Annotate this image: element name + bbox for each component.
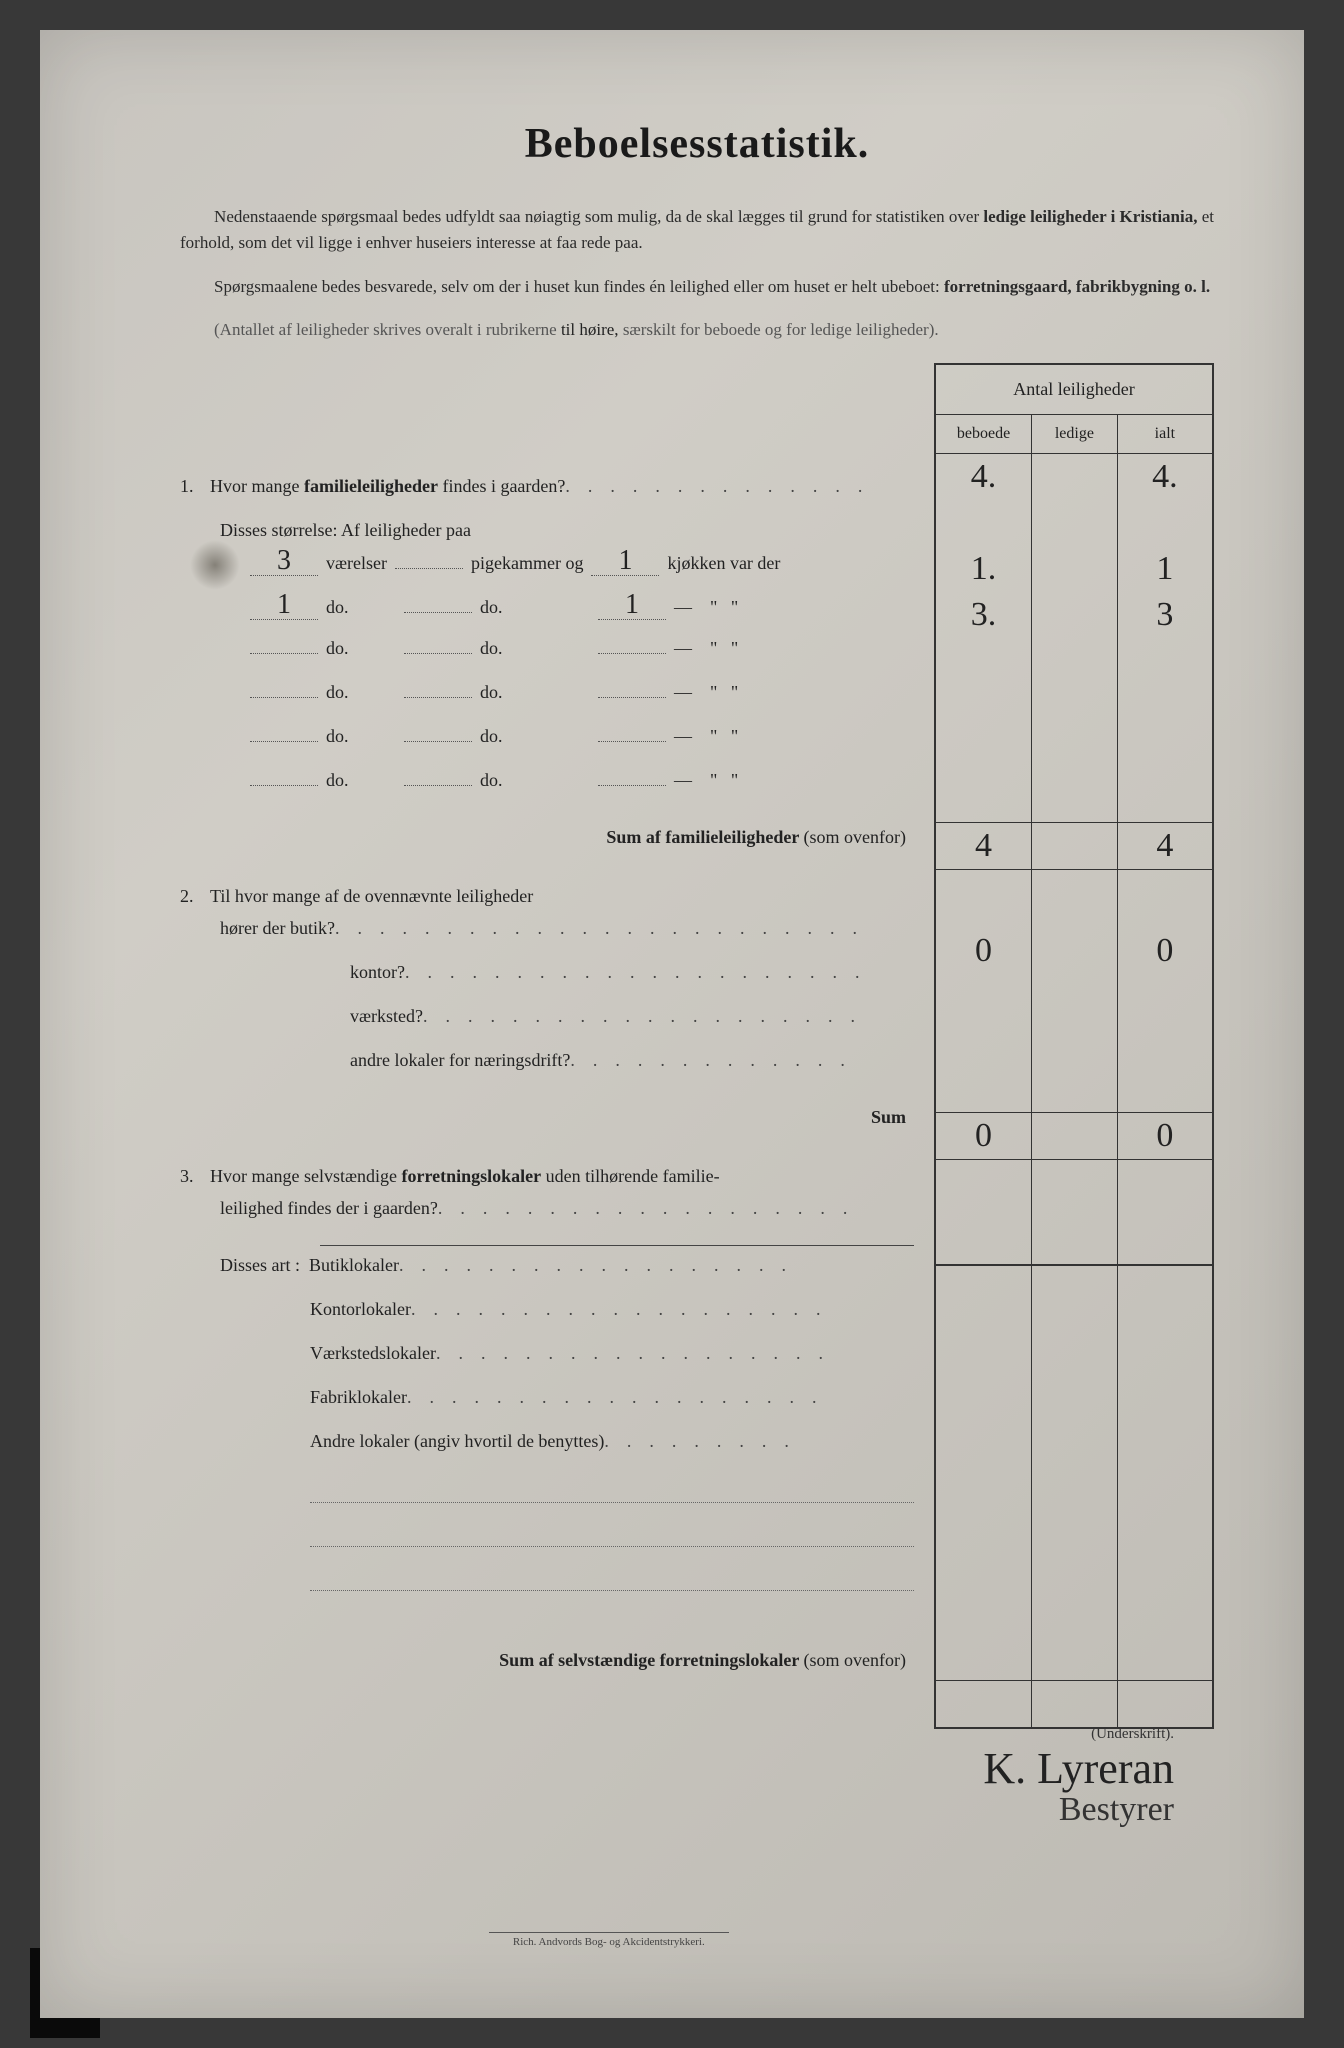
table-row [935,1020,1213,1066]
cell: 4. [1117,454,1213,501]
table-row [935,1681,1213,1729]
table-row [935,500,1213,546]
th-ialt: ialt [1117,415,1213,454]
q3-art: Disses art : Butiklokaler . . . . . . . … [180,1252,914,1296]
table-row [935,870,1213,929]
cell: 0 [935,1113,1032,1160]
table-row [935,730,1213,776]
table-row [935,1265,1213,1312]
table-row: 4. 4. [935,454,1213,501]
cell: 3 [1117,592,1213,638]
intro-p1b: ledige leiligheder i Kristiania, [983,207,1197,226]
cell: 1. [935,546,1032,592]
q3-sum: Sum af selvstændige forretningslokaler (… [180,1634,914,1686]
cell: 1 [1117,546,1213,592]
size-row-5: do. do. — " " [180,723,914,767]
scan-frame: Beboelsesstatistik. Nedenstaaende spørgs… [0,0,1344,2048]
q1-num: 1. [180,473,210,500]
th-ledige: ledige [1032,415,1118,454]
q2-kontor: kontor? . . . . . . . . . . . . . . . . … [180,959,914,1003]
size-row-1: 3 værelser pigekammer og 1 kjøkken var d… [180,547,914,591]
q3-andre: Andre lokaler (angiv hvortil de benyttes… [180,1428,914,1472]
intro-p3: (Antallet af leiligheder skrives overalt… [180,317,1214,343]
intro-p3c: særskilt for beboede og for ledige leili… [619,320,939,339]
intro-p1: Nedenstaaende spørgsmaal bedes udfyldt s… [180,204,1214,257]
intro-p2a: Spørgsmaalene bedes besvarede, selv om d… [214,277,944,296]
q3-kontor: Kontorlokaler . . . . . . . . . . . . . … [180,1296,914,1340]
q2-l1: 2. Til hvor mange af de ovennævnte leili… [180,883,914,915]
q3-fabrik: Fabriklokaler . . . . . . . . . . . . . … [180,1384,914,1428]
document-paper: Beboelsesstatistik. Nedenstaaende spørgs… [40,30,1304,2018]
rule [320,1245,914,1246]
count-table: Antal leiligheder beboede ledige ialt 4.… [934,363,1214,1729]
q3-l1: 3. Hvor mange selvstændige forretningslo… [180,1163,914,1195]
table-row [935,776,1213,823]
size-row-4: do. do. — " " [180,679,914,723]
form-area: Antal leiligheder beboede ledige ialt 4.… [180,363,1214,1686]
intro-p2: Spørgsmaalene bedes besvarede, selv om d… [180,274,1214,300]
intro-p2b: forretningsgaard, fabrikbygning o. l. [944,277,1210,296]
table-row [935,974,1213,1020]
cell [1032,454,1118,501]
table-row [935,1066,1213,1113]
cell: 4 [935,823,1032,870]
table-row [935,1634,1213,1681]
signature-area: (Underskrift). K. Lyreran Bestyrer [180,1726,1214,1829]
table-row: 3.3 [935,592,1213,638]
cell: 4. [935,454,1032,501]
cell: 4 [1117,823,1213,870]
q3-l2: leilighed findes der i gaarden? . . . . … [180,1195,914,1239]
q2-l2: hører der butik? . . . . . . . . . . . .… [180,915,914,959]
cell: 0 [935,928,1032,974]
th-beboede: beboede [935,415,1032,454]
table-row [935,1542,1213,1588]
q2-vaerksted: værksted? . . . . . . . . . . . . . . . … [180,1003,914,1047]
page-title: Beboelsesstatistik. [180,120,1214,168]
q1-sum: Sum af familieleiligheder (som ovenfor) [180,811,914,863]
cell [935,500,1032,546]
table-row [935,1312,1213,1358]
table-row [935,1588,1213,1634]
size-row-6: do. do. — " " [180,767,914,811]
intro-p3a: (Antallet af leiligheder skrives overalt… [214,320,561,339]
q3-vaerk: Værkstedslokaler . . . . . . . . . . . .… [180,1340,914,1384]
table-row [935,1404,1213,1450]
table-row [935,638,1213,684]
table-row: 44 [935,823,1213,870]
cell: 0 [1117,928,1213,974]
q1: 1. Hvor mange familieleiligheder findes … [180,473,914,517]
intro-p1a: Nedenstaaende spørgsmaal bedes udfyldt s… [214,207,983,226]
size-row-2: 1 do. do. 1 — " " [180,591,914,635]
table-row [935,1358,1213,1404]
cell: 0 [1117,1113,1213,1160]
q2-andre: andre lokaler for næringsdrift? . . . . … [180,1047,914,1091]
table-row [935,1496,1213,1542]
table-row [935,1450,1213,1496]
printer-credit: Rich. Andvords Bog- og Akcidentstrykkeri… [489,1932,729,1948]
signature-line2: Bestyrer [180,1791,1174,1829]
intro-p3b: til høire, [561,320,619,339]
table-row: 00 [935,1113,1213,1160]
table-row [935,684,1213,730]
table-row: 1.1 [935,546,1213,592]
cell: 3. [935,592,1032,638]
q1-sizes-label: Disses størrelse: Af leiligheder paa [180,517,914,547]
q2-sum: Sum [180,1091,914,1143]
th-top: Antal leiligheder [935,364,1213,415]
questions: 1. Hvor mange familieleiligheder findes … [180,363,914,1686]
size-row-3: do. do. — " " [180,635,914,679]
table-row [935,1218,1213,1265]
table-row [935,1160,1213,1219]
signature-line1: K. Lyreran [180,1747,1174,1791]
table-row: 00 [935,928,1213,974]
